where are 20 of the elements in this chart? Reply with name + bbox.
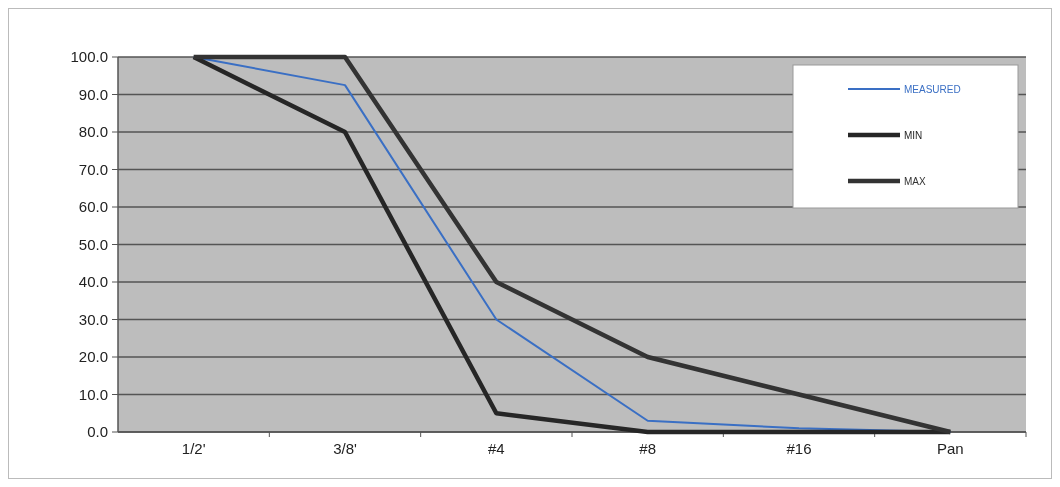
x-tick-label: 1/2'	[181, 440, 206, 457]
y-tick-label: 40.0	[78, 273, 108, 291]
y-tick-label: 70.0	[78, 160, 108, 178]
y-tick-label: 50.0	[78, 235, 108, 253]
y-tick-label: 30.0	[78, 310, 108, 328]
x-tick-label: 3/8'	[333, 440, 357, 457]
y-tick-label: 10.0	[78, 385, 108, 403]
y-tick-label: 90.0	[78, 85, 108, 103]
y-tick-label: 0.0	[87, 423, 108, 441]
x-tick-label: #16	[786, 440, 812, 457]
y-tick-label: 20.0	[78, 348, 108, 366]
y-tick-label: 80.0	[78, 123, 108, 141]
y-tick-label: 60.0	[78, 198, 108, 216]
x-tick-label: Pan	[936, 440, 964, 457]
x-tick-label: #8	[639, 440, 657, 457]
text: MAX	[904, 175, 926, 187]
y-tick-label: 100.0	[70, 48, 108, 66]
x-tick-label: #4	[487, 440, 505, 457]
text: MIN	[904, 129, 923, 141]
text: MEASURED	[904, 83, 961, 95]
